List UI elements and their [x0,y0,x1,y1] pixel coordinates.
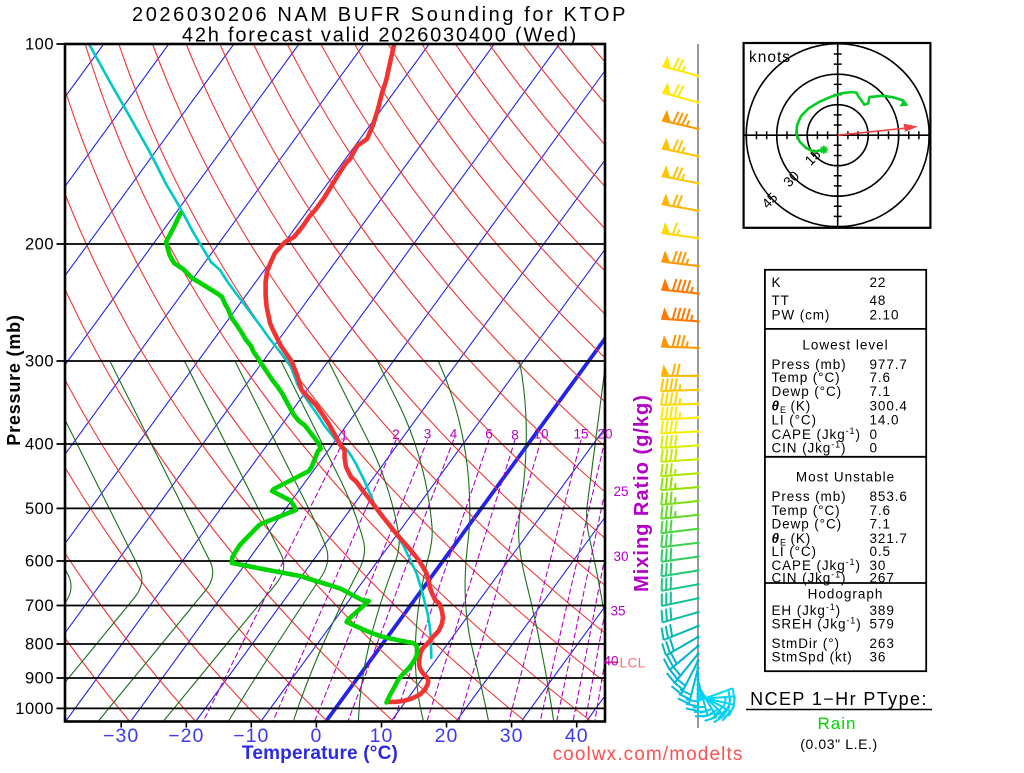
svg-text:36: 36 [870,649,887,664]
svg-text:NCEP 1−Hr PType:: NCEP 1−Hr PType: [750,689,928,709]
svg-text:48: 48 [870,293,887,308]
svg-text:1: 1 [340,428,348,443]
svg-text:30: 30 [500,725,524,747]
svg-text:800: 800 [25,636,54,654]
svg-text:8: 8 [511,428,519,443]
svg-text:20: 20 [597,427,612,442]
svg-text:Dewp (°C): Dewp (°C) [772,384,843,399]
svg-text:4: 4 [450,427,458,442]
svg-text:Mixing Ratio (g/kg): Mixing Ratio (g/kg) [631,394,653,592]
svg-text:K: K [772,275,782,290]
svg-text:600: 600 [25,553,54,571]
svg-text:(0.03" L.E.): (0.03" L.E.) [800,736,878,752]
svg-text:0: 0 [870,441,878,456]
svg-text:Lowest level: Lowest level [802,338,888,353]
svg-text:30: 30 [613,549,628,564]
svg-text:300.4: 300.4 [870,398,908,413]
svg-text:700: 700 [25,597,54,615]
svg-text:1000: 1000 [15,700,54,718]
svg-text:knots: knots [749,49,791,66]
svg-text:10: 10 [533,427,548,442]
svg-text:LI (°C): LI (°C) [772,544,817,559]
svg-text:Hodograph: Hodograph [808,587,884,602]
svg-text:2026030206 NAM BUFR Sounding f: 2026030206 NAM BUFR Sounding for KTOP [132,4,628,26]
svg-text:Dewp (°C): Dewp (°C) [772,517,843,532]
svg-text:PW (cm): PW (cm) [772,308,831,323]
svg-text:400: 400 [25,436,54,454]
svg-text:100: 100 [25,36,54,54]
svg-text:Most Unstable: Most Unstable [796,470,895,485]
svg-text:900: 900 [25,670,54,688]
svg-text:7.1: 7.1 [870,384,891,399]
svg-text:22: 22 [870,275,887,290]
svg-text:2.10: 2.10 [870,308,900,323]
svg-text:−30: −30 [103,725,139,747]
svg-text:579: 579 [870,617,895,632]
svg-text:LCL: LCL [620,656,646,671]
svg-text:Temperature (°C): Temperature (°C) [242,743,398,764]
svg-text:35: 35 [610,604,625,619]
svg-text:6: 6 [485,427,493,442]
svg-text:267: 267 [870,570,895,585]
svg-text:StmSpd (kt): StmSpd (kt) [772,649,853,664]
svg-text:500: 500 [25,500,54,518]
svg-text:2: 2 [392,427,400,442]
svg-text:15: 15 [573,427,588,442]
svg-text:200: 200 [25,236,54,254]
svg-text:−20: −20 [168,725,204,747]
svg-text:Rain: Rain [818,714,857,733]
svg-text:42h forecast valid 2026030400: 42h forecast valid 2026030400 (Wed) [182,25,578,47]
svg-text:300: 300 [25,353,54,371]
svg-text:LI (°C): LI (°C) [772,413,817,428]
svg-text:Temp (°C): Temp (°C) [772,370,841,385]
svg-text:14.0: 14.0 [870,413,900,428]
svg-text:40: 40 [603,654,618,669]
svg-text:Pressure (mb): Pressure (mb) [4,314,24,445]
svg-text:coolwx.com/modelts: coolwx.com/modelts [553,744,744,765]
svg-text:TT: TT [772,293,790,308]
svg-text:3: 3 [424,427,432,442]
svg-text:7.1: 7.1 [870,517,891,532]
svg-text:20: 20 [435,725,459,747]
svg-text:0.5: 0.5 [870,544,891,559]
svg-text:7.6: 7.6 [870,370,891,385]
svg-text:25: 25 [613,484,628,499]
